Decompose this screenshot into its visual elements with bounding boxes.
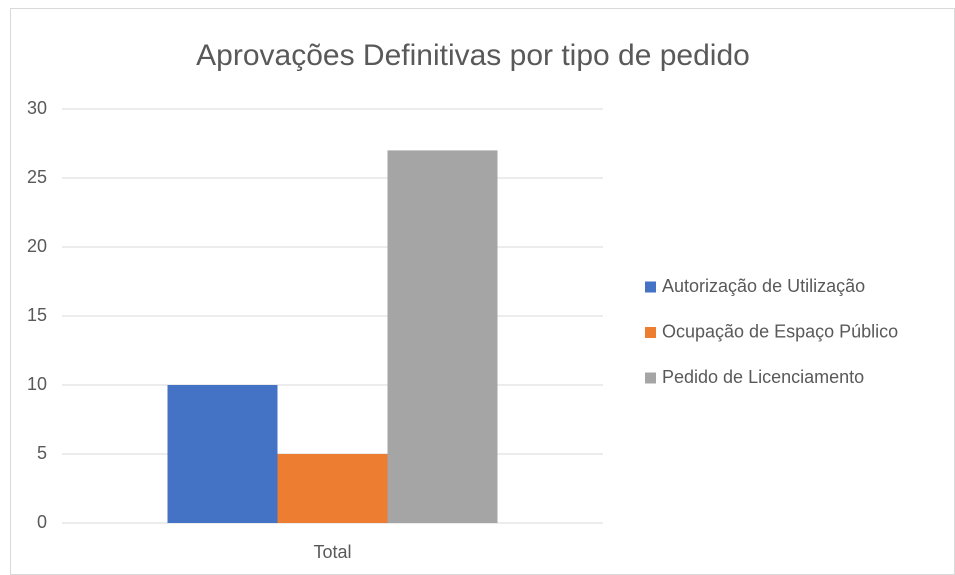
y-tick-label: 30 <box>27 98 47 118</box>
x-tick-label: Total <box>313 542 351 562</box>
bar <box>167 385 278 523</box>
bar <box>387 150 498 523</box>
legend-label: Pedido de Licenciamento <box>662 367 864 387</box>
y-tick-label: 25 <box>27 167 47 187</box>
legend-label: Ocupação de Espaço Público <box>662 321 898 341</box>
legend-swatch <box>645 327 656 338</box>
y-tick-label: 20 <box>27 236 47 256</box>
legend-swatch <box>645 281 656 293</box>
y-tick-label: 0 <box>37 512 47 532</box>
y-tick-label: 5 <box>37 443 47 463</box>
bar <box>277 454 388 523</box>
y-tick-label: 15 <box>27 305 47 325</box>
legend-label: Autorização de Utilização <box>662 276 865 296</box>
y-tick-label: 10 <box>27 374 47 394</box>
chart-title: Aprovações Definitivas por tipo de pedid… <box>196 39 750 72</box>
legend-swatch <box>645 372 656 384</box>
